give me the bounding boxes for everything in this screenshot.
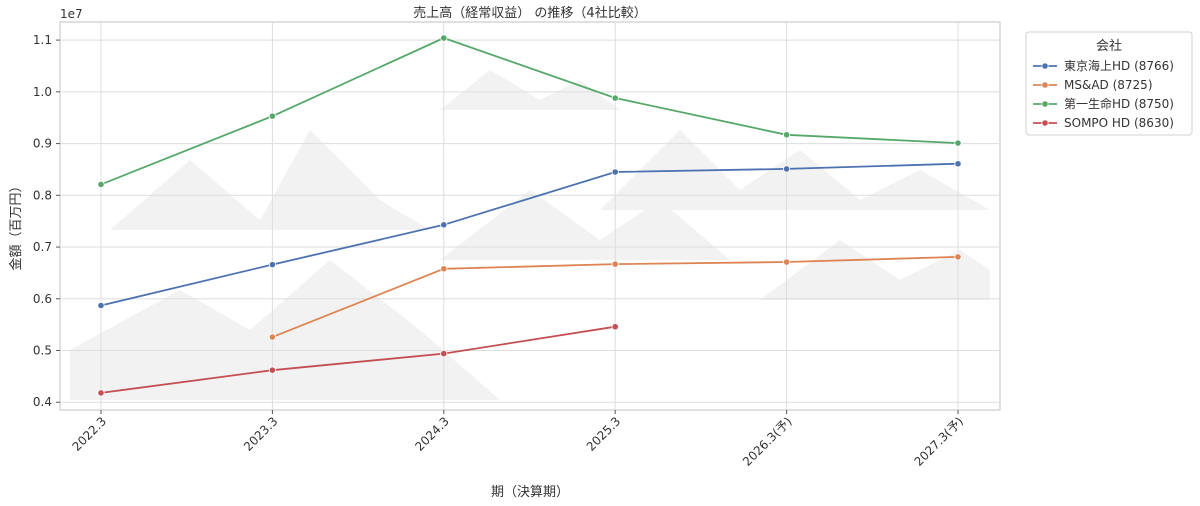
data-point (268, 366, 276, 374)
data-point (954, 253, 962, 261)
y-tick-label: 1.0 (33, 85, 52, 99)
legend-label: 東京海上HD (8766) (1064, 58, 1174, 73)
legend: 会社 東京海上HD (8766) MS&AD (8725) 第一生命HD (8750… (1025, 31, 1193, 136)
series-line-2 (100, 37, 959, 186)
grid (60, 22, 1000, 410)
legend-box (1025, 31, 1193, 136)
data-point (954, 160, 962, 168)
data-point (97, 389, 105, 397)
y-tick-label: 0.8 (33, 188, 52, 202)
series-line-0 (100, 162, 959, 307)
y-tick-label: 0.7 (33, 240, 52, 254)
plot-frame (59, 21, 1001, 411)
legend-marker (1041, 81, 1049, 89)
legend-title: 会社 (1096, 38, 1122, 54)
legend-items: 東京海上HD (8766) MS&AD (8725) 第一生命HD (8750) SO… (1033, 58, 1174, 130)
data-point (97, 180, 105, 189)
legend-marker (1041, 119, 1049, 127)
data-point (782, 258, 791, 266)
data-point (268, 112, 276, 120)
y-tick-label: 1.1 (33, 33, 52, 47)
data-point (611, 260, 619, 268)
legend-label: MS&AD (8725) (1064, 78, 1153, 92)
y-axis-label: 金額（百万円） (8, 179, 24, 270)
data-point (268, 261, 276, 269)
data-point (440, 350, 448, 358)
watermark-mountains (70, 70, 990, 400)
data-point (440, 265, 448, 273)
data-point (611, 94, 619, 102)
legend-marker (1041, 62, 1049, 70)
data-point (782, 131, 791, 139)
legend-label: 第一生命HD (8750) (1064, 96, 1174, 111)
y-offset-label: 1e7 (60, 7, 83, 21)
data-point (611, 323, 619, 331)
y-tick-label: 0.6 (33, 292, 52, 306)
data-point (611, 168, 619, 176)
y-tick-label: 0.4 (33, 395, 52, 409)
data-point (440, 34, 448, 42)
chart-title: 売上高（経常収益） の推移（4社比較） (413, 5, 646, 21)
series-points (97, 34, 962, 397)
data-point (954, 139, 962, 147)
y-tick-label: 0.9 (33, 137, 52, 151)
x-axis-label: 期（決算期） (491, 485, 569, 500)
legend-marker (1041, 100, 1049, 108)
y-axis-ticks: 0.4 0.5 0.6 0.7 0.8 0.9 1.0 1.1 (33, 33, 60, 409)
data-point (268, 333, 276, 341)
legend-label: SOMPO HD (8630) (1064, 116, 1174, 130)
y-tick-label: 0.5 (33, 344, 52, 358)
series-line-3 (100, 325, 616, 394)
data-point (440, 221, 448, 229)
data-point (97, 301, 105, 310)
data-point (782, 165, 791, 173)
